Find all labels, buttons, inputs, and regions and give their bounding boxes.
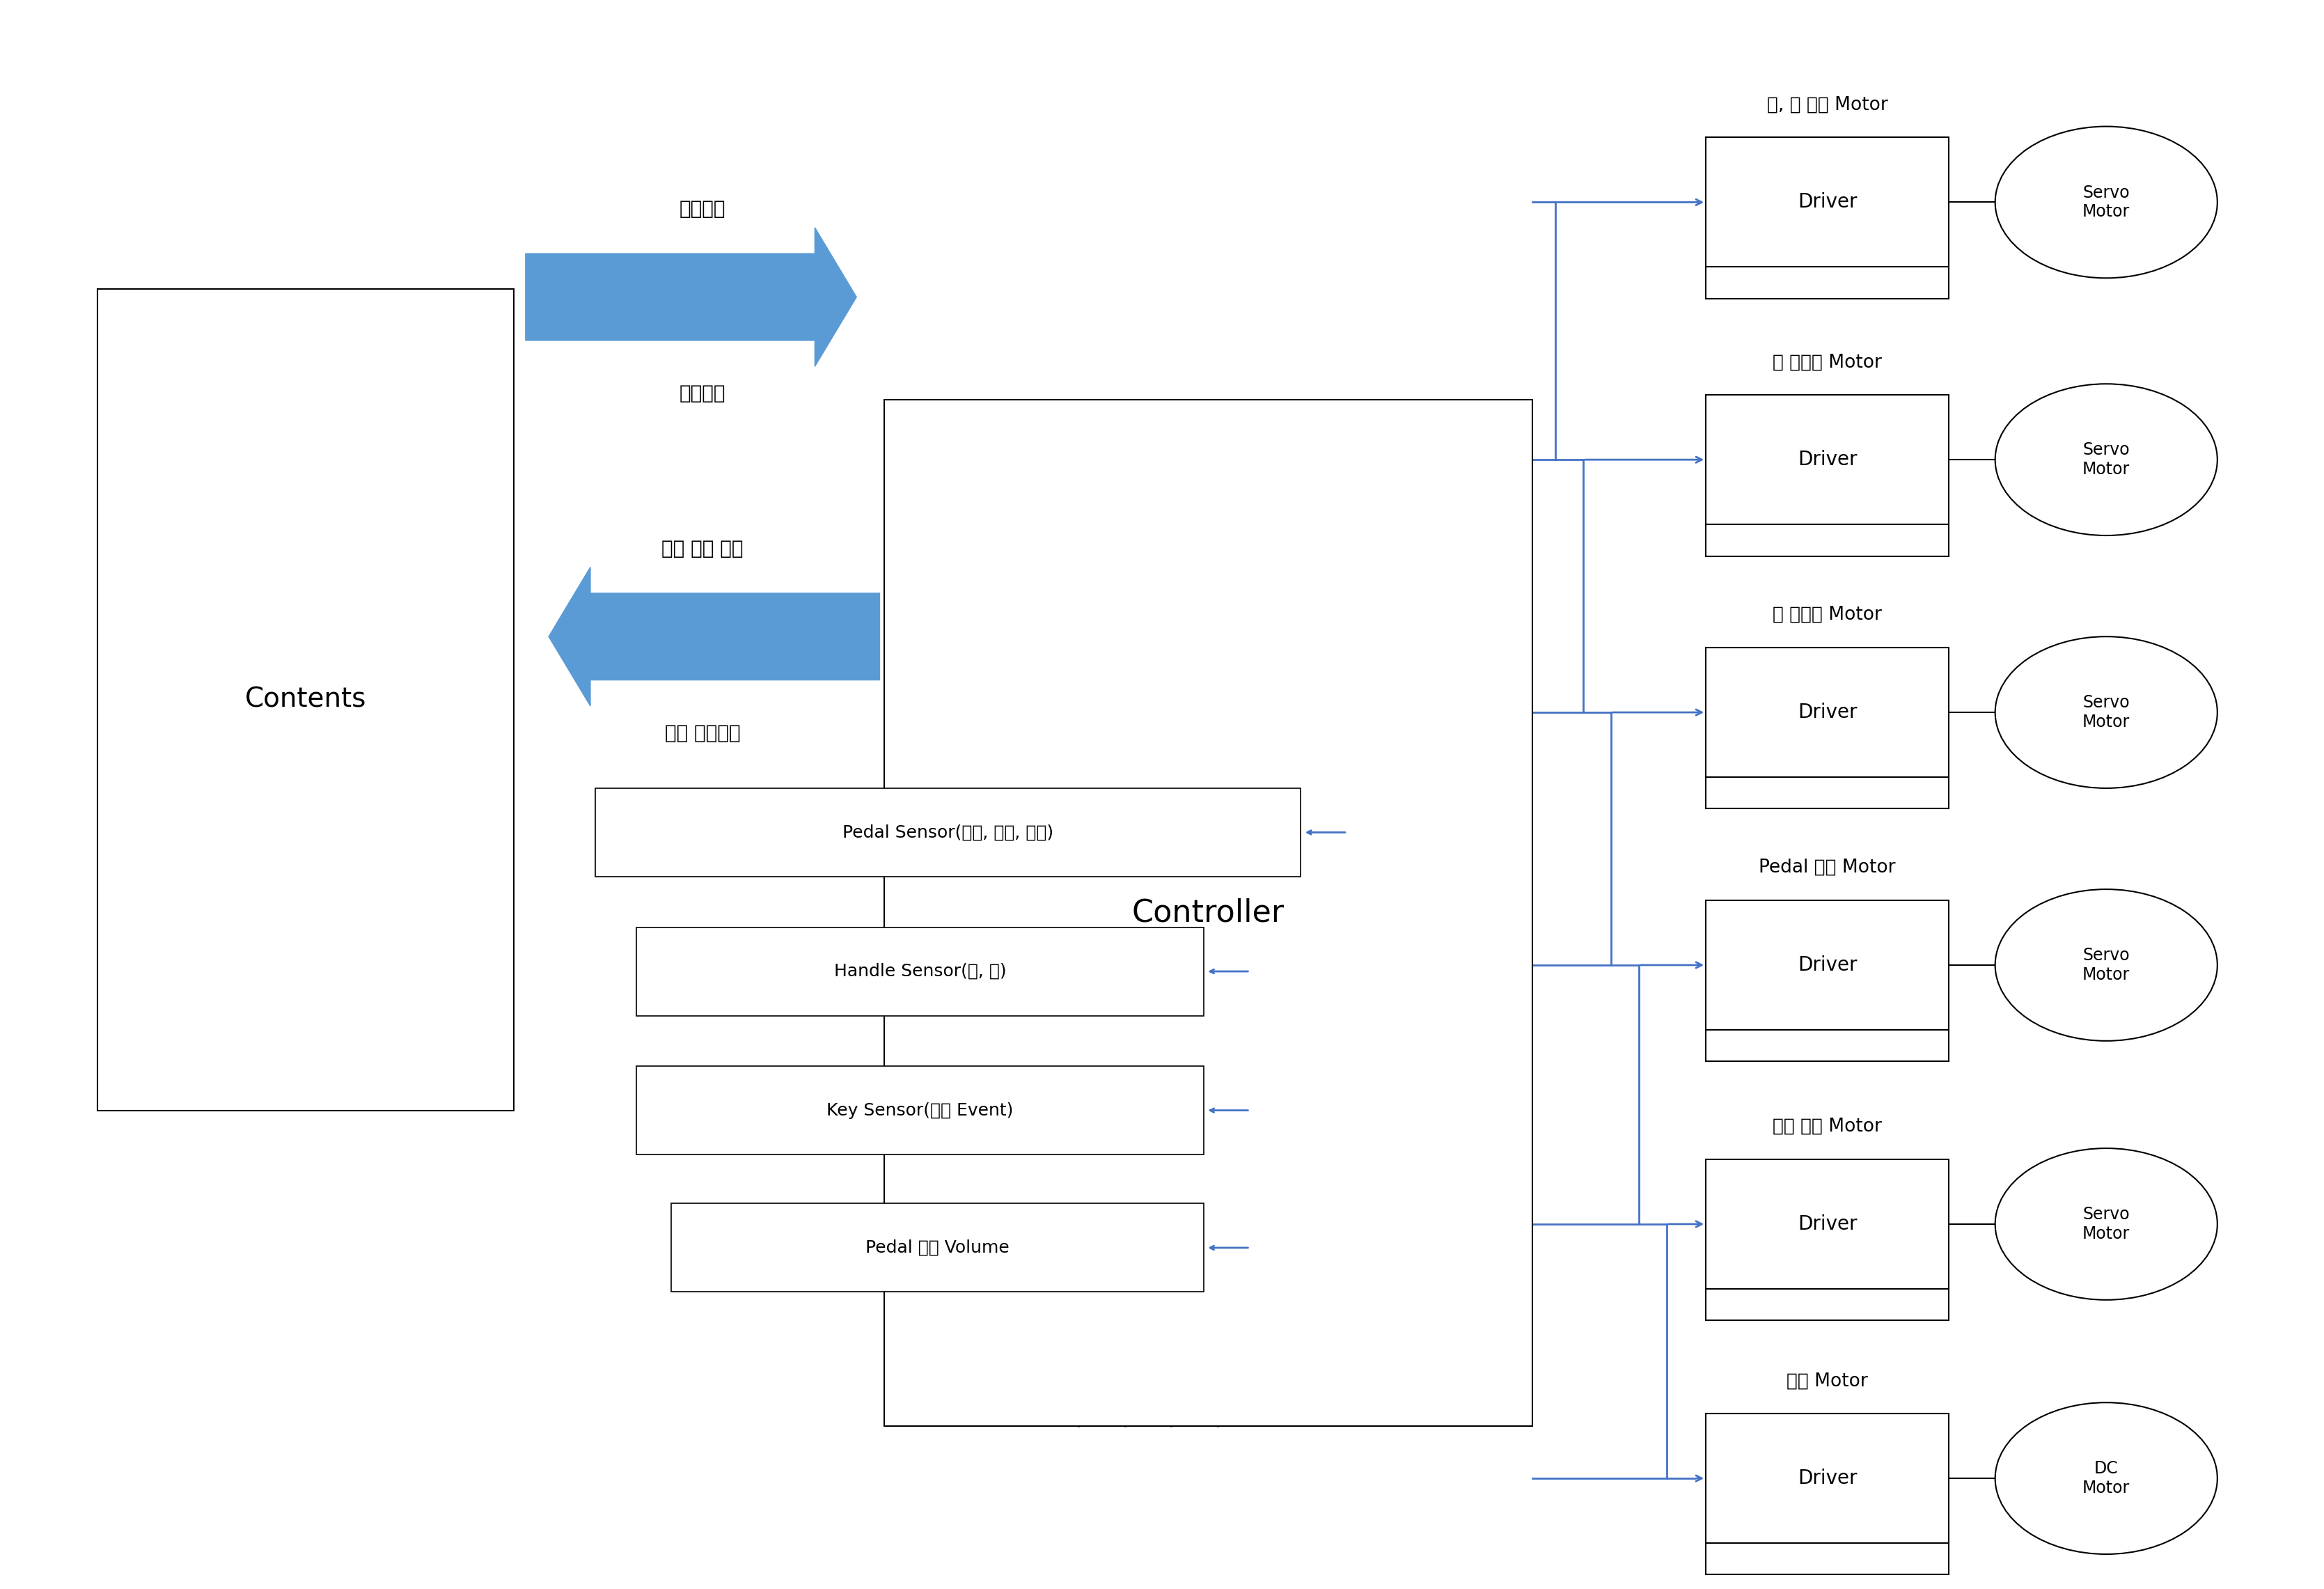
- Text: Driver: Driver: [1796, 955, 1857, 974]
- Circle shape: [1996, 1403, 2217, 1554]
- Text: Driver: Driver: [1796, 450, 1857, 469]
- FancyBboxPatch shape: [1706, 138, 1950, 267]
- Text: 진동 Motor: 진동 Motor: [1787, 1371, 1868, 1390]
- Text: 우 기울기 Motor: 우 기울기 Motor: [1773, 605, 1882, 624]
- Text: 경사신호: 경사신호: [679, 385, 725, 404]
- Text: Servo
Motor: Servo Motor: [2082, 442, 2131, 478]
- FancyArrow shape: [525, 227, 858, 367]
- Circle shape: [1996, 385, 2217, 535]
- FancyArrow shape: [548, 567, 881, 706]
- Text: Servo
Motor: Servo Motor: [2082, 947, 2131, 984]
- FancyBboxPatch shape: [1706, 901, 1950, 1030]
- Text: Handle Sensor(좌, 우): Handle Sensor(좌, 우): [834, 963, 1006, 980]
- Text: Driver: Driver: [1796, 192, 1857, 211]
- Text: Driver: Driver: [1796, 1468, 1857, 1487]
- Text: Driver: Driver: [1796, 702, 1857, 721]
- FancyBboxPatch shape: [1706, 1414, 1950, 1543]
- Text: Driver: Driver: [1796, 1214, 1857, 1233]
- FancyBboxPatch shape: [672, 1203, 1204, 1292]
- Text: Pedal 구동 Motor: Pedal 구동 Motor: [1759, 858, 1896, 877]
- Circle shape: [1996, 127, 2217, 278]
- Circle shape: [1996, 1149, 2217, 1300]
- FancyBboxPatch shape: [1706, 396, 1950, 524]
- Text: 좌 기울기 Motor: 좌 기울기 Motor: [1773, 353, 1882, 372]
- Text: 전진 후진 신호: 전진 후진 신호: [662, 539, 744, 558]
- FancyBboxPatch shape: [883, 400, 1532, 1427]
- FancyBboxPatch shape: [595, 788, 1301, 877]
- FancyBboxPatch shape: [1706, 1160, 1950, 1289]
- Text: Servo
Motor: Servo Motor: [2082, 694, 2131, 731]
- Text: 페달 속도신호: 페달 속도신호: [665, 723, 741, 744]
- Circle shape: [1996, 637, 2217, 788]
- Text: 앞, 뒤 경사 Motor: 앞, 뒤 경사 Motor: [1766, 95, 1887, 114]
- FancyBboxPatch shape: [98, 289, 514, 1111]
- Text: Controller: Controller: [1132, 898, 1285, 928]
- Text: 진동신호: 진동신호: [679, 199, 725, 219]
- Text: Servo
Motor: Servo Motor: [2082, 1206, 2131, 1243]
- Text: DC
Motor: DC Motor: [2082, 1460, 2131, 1497]
- Text: Pedal 구동 Volume: Pedal 구동 Volume: [865, 1239, 1009, 1257]
- FancyBboxPatch shape: [637, 926, 1204, 1015]
- FancyBboxPatch shape: [637, 1066, 1204, 1155]
- Circle shape: [1996, 890, 2217, 1041]
- Text: Pedal Sensor(전진, 후진, 속도): Pedal Sensor(전진, 후진, 속도): [841, 825, 1053, 841]
- Text: Servo
Motor: Servo Motor: [2082, 184, 2131, 221]
- Text: 부하 조정 Motor: 부하 조정 Motor: [1773, 1117, 1882, 1136]
- Text: Contents: Contents: [244, 686, 367, 713]
- Text: Key Sensor(각종 Event): Key Sensor(각종 Event): [827, 1103, 1013, 1119]
- FancyBboxPatch shape: [1706, 648, 1950, 777]
